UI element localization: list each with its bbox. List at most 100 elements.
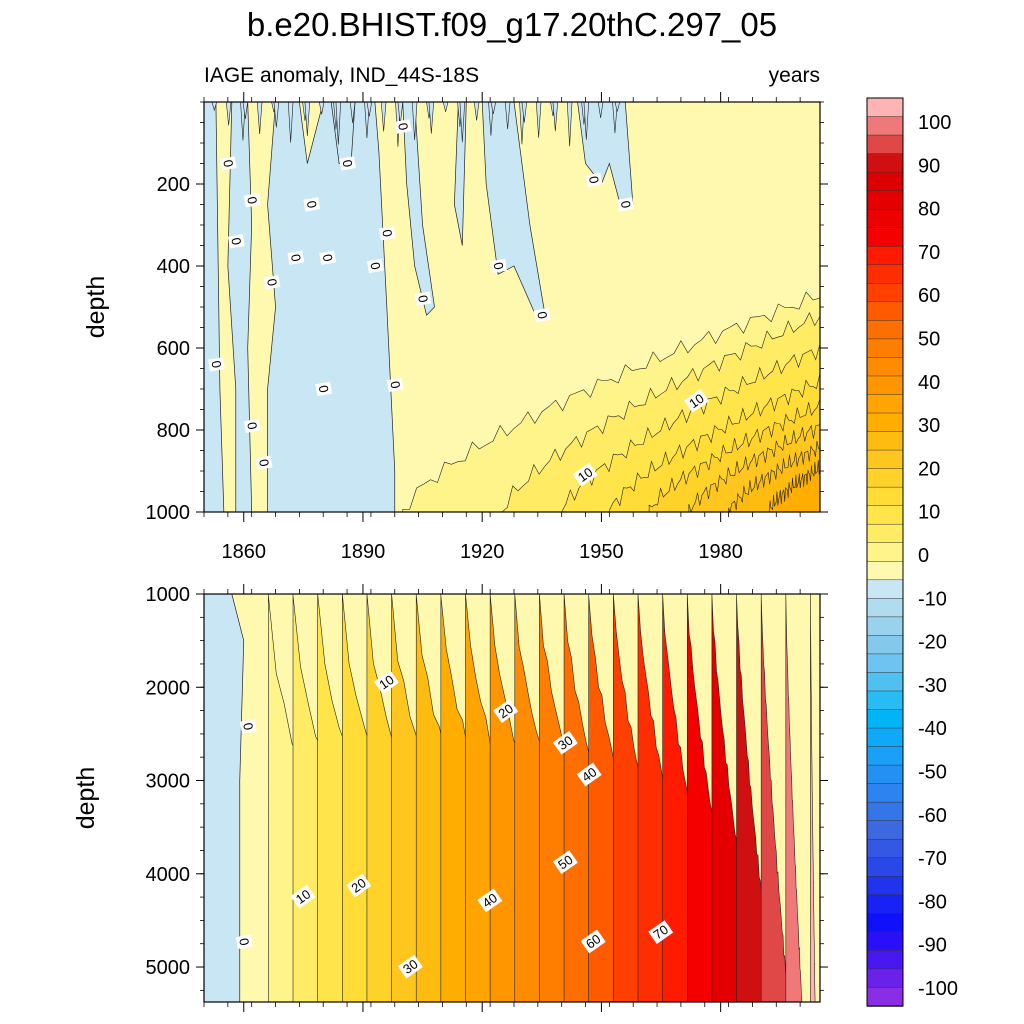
contour-label-bg xyxy=(263,275,281,290)
contour-label-bg xyxy=(207,357,225,372)
y-axis-label: depth xyxy=(72,767,100,830)
colorbar-swatch xyxy=(866,245,904,266)
colorbar-label: -30 xyxy=(918,675,947,697)
colorbar-swatch xyxy=(866,764,904,785)
contour-label-bg xyxy=(414,291,432,306)
contour-band xyxy=(760,594,820,1002)
contour-label-bg xyxy=(243,418,261,434)
negative-spike xyxy=(521,102,528,123)
contour-label-text: 0 xyxy=(264,277,280,287)
negative-spike xyxy=(566,102,573,147)
contour-label: 0 xyxy=(585,172,603,188)
colorbar-swatch xyxy=(866,301,904,322)
negative-spike xyxy=(364,102,370,139)
colorbar-swatch xyxy=(866,598,904,618)
colorbar-swatch xyxy=(866,153,904,173)
colorbar-swatch xyxy=(866,486,904,507)
colorbar-swatch xyxy=(866,449,904,470)
colorbar-swatch xyxy=(866,320,904,340)
contour-label: 0 xyxy=(386,377,404,393)
contour-label: 60 xyxy=(580,929,606,954)
contour-label: 40 xyxy=(576,762,602,787)
contour-label: 0 xyxy=(255,455,273,470)
contour-label-text: 0 xyxy=(534,310,550,320)
contour-label-text: 0 xyxy=(387,380,403,390)
colorbar-label: -90 xyxy=(918,935,947,957)
contour-label-bg xyxy=(493,699,519,723)
negative-region xyxy=(454,102,467,246)
contour-label: 40 xyxy=(477,888,503,913)
negative-spike xyxy=(442,102,449,112)
colorbar-swatch xyxy=(866,561,904,581)
contour-label: 0 xyxy=(339,156,356,171)
colorbar-swatch xyxy=(866,653,904,674)
contour-label: 0 xyxy=(263,275,281,290)
contour-label-text: 30 xyxy=(555,733,575,754)
contour-label-bg xyxy=(552,730,578,755)
contour-label: 0 xyxy=(287,250,305,265)
contour-label: 0 xyxy=(414,291,432,306)
colorbar-label: 80 xyxy=(918,199,940,221)
colorbar-swatch xyxy=(866,264,904,285)
contour-label-text: 0 xyxy=(340,159,356,169)
contour-label-text: 40 xyxy=(579,764,599,785)
contour-label-bg xyxy=(684,389,710,413)
contour-label: 30 xyxy=(552,730,578,755)
y-tick-label: 2000 xyxy=(146,677,191,699)
plot-frame xyxy=(203,593,821,1003)
negative-spike xyxy=(287,102,294,143)
colorbar-swatch xyxy=(866,672,904,692)
colorbar-label: -100 xyxy=(918,978,958,1000)
colorbar-label: 0 xyxy=(918,545,929,567)
contour-label-bg xyxy=(290,884,316,909)
x-tick-label: 1890 xyxy=(341,541,386,563)
colorbar: 1009080706050403020100-10-20-30-40-50-60… xyxy=(866,97,958,1007)
chart-title: b.e20.BHIST.f09_g17.20thC.297_05 xyxy=(247,6,777,43)
colorbar-swatch xyxy=(866,635,904,655)
contour-label-text: 30 xyxy=(400,956,420,977)
y-tick-label: 800 xyxy=(157,420,190,442)
colorbar-label: -80 xyxy=(918,891,947,913)
contour-label-text: 0 xyxy=(240,721,256,731)
colorbar-swatch xyxy=(866,616,904,637)
colorbar-swatch xyxy=(866,97,904,118)
colorbar-label: -20 xyxy=(918,632,947,654)
contour-label-text: 10 xyxy=(293,886,313,907)
negative-spike xyxy=(614,102,621,112)
colorbar-swatch xyxy=(866,283,904,303)
negative-spike xyxy=(597,102,604,119)
contour-label-bg xyxy=(287,250,305,265)
negative-spike xyxy=(335,102,342,145)
contour-label: 20 xyxy=(346,873,372,898)
y-tick-label: 1000 xyxy=(146,502,191,524)
contour-label-bg xyxy=(378,225,396,241)
contour-label-bg xyxy=(386,377,404,393)
contour-label-bg xyxy=(533,307,551,323)
colorbar-swatch xyxy=(866,190,904,210)
colorbar-swatch xyxy=(866,579,904,600)
contour-label: 0 xyxy=(490,258,508,274)
contour-label-bg xyxy=(319,250,337,265)
contour-label-text: 0 xyxy=(320,253,336,263)
contour-label-bg xyxy=(366,258,384,274)
contour-label-bg xyxy=(585,172,603,188)
contour-label-bg xyxy=(552,850,578,875)
contour-label-bg xyxy=(219,156,237,171)
contour-label-bg xyxy=(315,381,333,397)
colorbar-swatch xyxy=(866,412,904,433)
contour-label-bg xyxy=(394,119,412,134)
negative-spike xyxy=(583,102,590,140)
contour-label: 10 xyxy=(290,884,316,909)
contour-label: 10 xyxy=(572,462,598,487)
contour-label: 0 xyxy=(243,193,261,208)
contour-band xyxy=(736,594,820,1002)
y-tick-label: 200 xyxy=(157,174,190,196)
subtitle-right: years xyxy=(769,64,820,87)
colorbar-label: 40 xyxy=(918,372,940,394)
y-tick-label: 4000 xyxy=(146,864,191,886)
contour-label-bg xyxy=(239,719,257,734)
x-tick-label: 1950 xyxy=(579,541,624,563)
contour-label-text: 0 xyxy=(491,261,507,271)
contour-label-bg xyxy=(339,156,356,171)
contour-label-bg xyxy=(374,670,400,695)
